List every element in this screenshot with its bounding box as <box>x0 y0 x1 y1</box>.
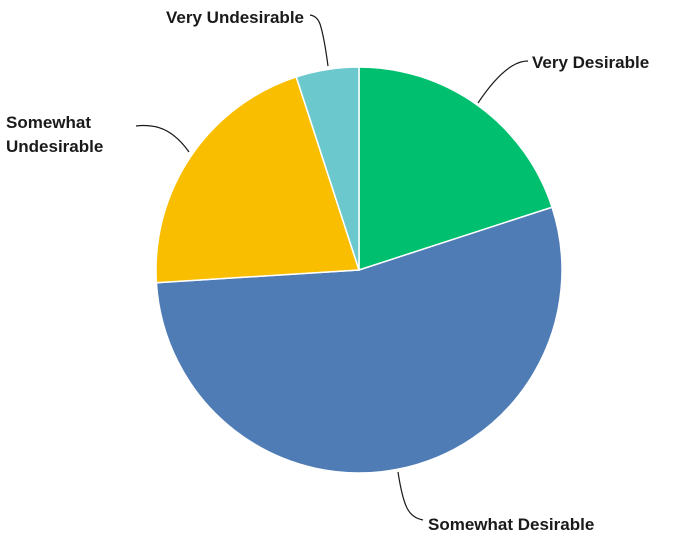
pie-slices <box>155 66 563 474</box>
slice-label-somewhat-undesirable: Somewhat Undesirable <box>6 113 103 156</box>
slice-label-somewhat-desirable: Somewhat Desirable <box>428 515 594 534</box>
slice-label-line: Somewhat Desirable <box>428 515 594 534</box>
slice-label-line: Undesirable <box>6 137 103 156</box>
leader-line-very-undesirable <box>309 14 329 67</box>
slice-label-very-desirable: Very Desirable <box>532 53 649 72</box>
pie-slice-somewhat-desirable <box>155 206 563 474</box>
slice-label-line: Very Desirable <box>532 53 649 72</box>
pie-slice-very-undesirable <box>295 66 360 271</box>
leader-line-somewhat-undesirable <box>135 124 190 153</box>
leader-lines <box>135 14 529 521</box>
leader-line-very-desirable <box>477 60 529 104</box>
slice-labels: Very Desirable Somewhat Desirable Somewhat… <box>6 8 649 534</box>
slice-label-very-undesirable: Very Undesirable <box>166 8 304 27</box>
slice-label-line: Very Undesirable <box>166 8 304 27</box>
slice-label-line: Somewhat <box>6 113 91 132</box>
pie-slice-very-desirable <box>358 66 554 272</box>
pie-slice-somewhat-undesirable <box>155 75 361 284</box>
leader-line-somewhat-desirable <box>397 471 424 521</box>
